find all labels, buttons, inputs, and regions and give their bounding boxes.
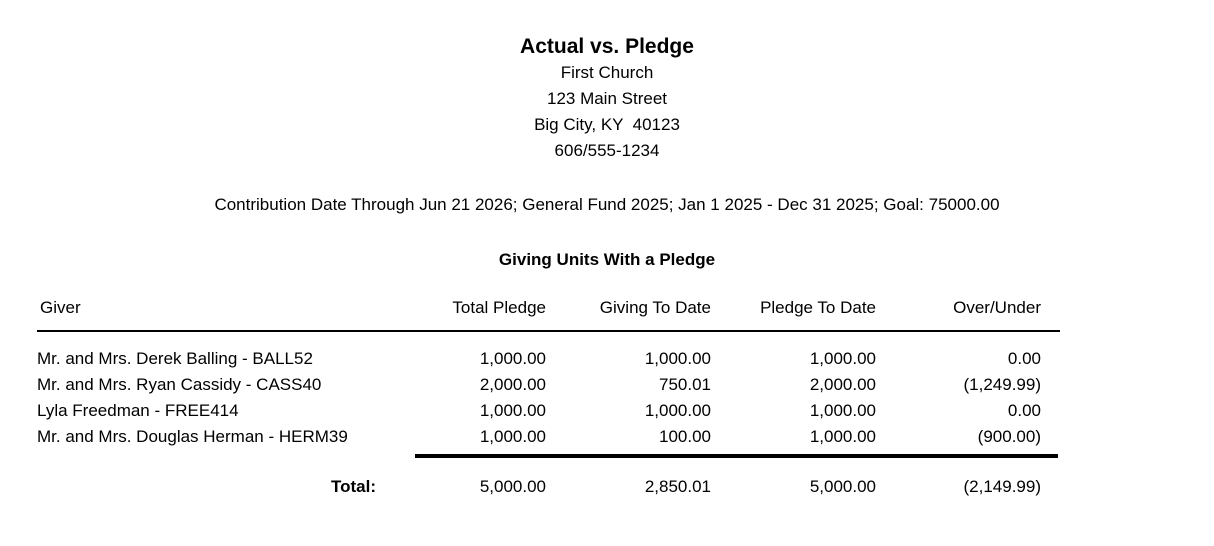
- cell-over-under: (900.00): [977, 427, 1041, 446]
- table-total-row: Total: 5,000.00 2,850.01 5,000.00 (2,149…: [37, 474, 1060, 500]
- cell-total-pledge: 1,000.00: [479, 427, 546, 446]
- table-row: Mr. and Mrs. Derek Balling - BALL52 1,00…: [37, 346, 1060, 372]
- cell-pledge-to-date: 2,000.00: [809, 375, 876, 394]
- table-header-row: Giver Total Pledge Giving To Date Pledge…: [37, 298, 1060, 332]
- cell-over-under: 0.00: [1007, 401, 1041, 420]
- total-label: Total:: [330, 477, 376, 496]
- column-header-pledge-to-date: Pledge To Date: [760, 298, 876, 317]
- pledge-table: Giver Total Pledge Giving To Date Pledge…: [37, 298, 1060, 500]
- column-header-over-under: Over/Under: [953, 298, 1041, 317]
- cell-pledge-to-date: 1,000.00: [809, 401, 876, 420]
- table-row: Mr. and Mrs. Douglas Herman - HERM39 1,0…: [37, 424, 1060, 450]
- table-row: Lyla Freedman - FREE414 1,000.00 1,000.0…: [37, 398, 1060, 424]
- cell-over-under: (1,249.99): [963, 375, 1042, 394]
- cell-giver: Lyla Freedman - FREE414: [37, 401, 239, 420]
- total-separator-line: [415, 454, 1058, 458]
- cell-giver: Mr. and Mrs. Ryan Cassidy - CASS40: [37, 375, 322, 394]
- cell-pledge-to-date: 1,000.00: [809, 427, 876, 446]
- column-header-total-pledge: Total Pledge: [452, 298, 546, 317]
- report-header: Actual vs. Pledge First Church 123 Main …: [0, 0, 1214, 164]
- org-address-city: Big City, KY 40123: [534, 115, 680, 134]
- cell-giving-to-date: 100.00: [659, 427, 711, 446]
- table-body: Mr. and Mrs. Derek Balling - BALL52 1,00…: [37, 332, 1060, 450]
- total-total-pledge: 5,000.00: [479, 477, 546, 496]
- cell-giving-to-date: 750.01: [659, 375, 711, 394]
- cell-total-pledge: 2,000.00: [479, 375, 546, 394]
- column-header-giving-to-date: Giving To Date: [599, 298, 711, 317]
- org-address-street: 123 Main Street: [546, 89, 667, 108]
- total-over-under: (2,149.99): [963, 477, 1042, 496]
- section-title: Giving Units With a Pledge: [498, 250, 716, 269]
- cell-giving-to-date: 1,000.00: [644, 349, 711, 368]
- report-title: Actual vs. Pledge: [520, 35, 694, 58]
- cell-over-under: 0.00: [1007, 349, 1041, 368]
- cell-giver: Mr. and Mrs. Derek Balling - BALL52: [37, 349, 313, 368]
- cell-total-pledge: 1,000.00: [479, 401, 546, 420]
- report-criteria: Contribution Date Through Jun 21 2026; G…: [214, 195, 1000, 214]
- cell-total-pledge: 1,000.00: [479, 349, 546, 368]
- org-phone: 606/555-1234: [554, 141, 660, 160]
- column-header-giver: Giver: [40, 298, 81, 317]
- org-name: First Church: [560, 63, 654, 82]
- cell-pledge-to-date: 1,000.00: [809, 349, 876, 368]
- table-row: Mr. and Mrs. Ryan Cassidy - CASS40 2,000…: [37, 372, 1060, 398]
- cell-giving-to-date: 1,000.00: [644, 401, 711, 420]
- total-pledge-to-date: 5,000.00: [809, 477, 876, 496]
- cell-giver: Mr. and Mrs. Douglas Herman - HERM39: [37, 427, 348, 446]
- total-giving-to-date: 2,850.01: [644, 477, 711, 496]
